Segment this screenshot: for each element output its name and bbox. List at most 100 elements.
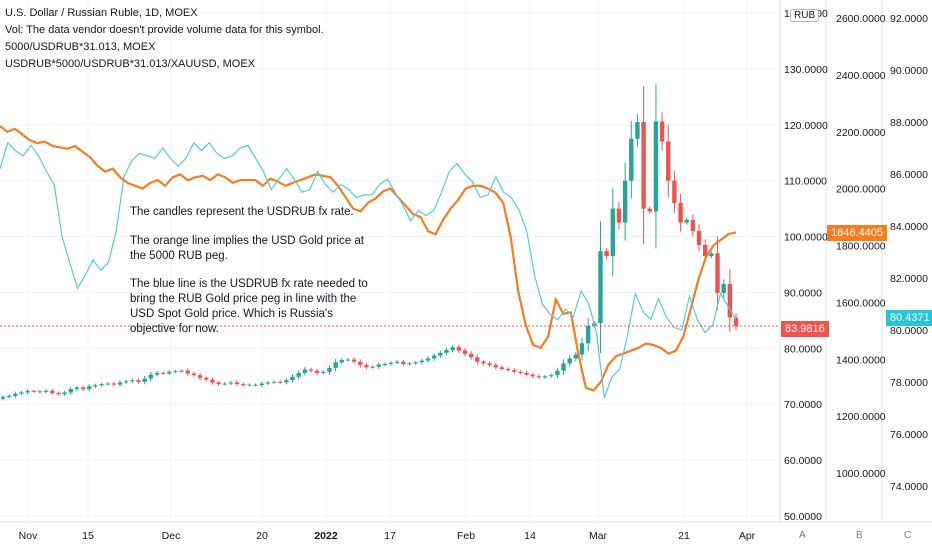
grid xyxy=(0,0,780,522)
candle-body xyxy=(505,369,511,371)
candle-body xyxy=(173,371,178,373)
candle-body xyxy=(339,360,344,363)
orange-line xyxy=(0,125,737,392)
candle-body xyxy=(296,372,301,377)
axis-b-tick: 1400.0000 xyxy=(836,354,886,366)
candle-body xyxy=(561,363,566,371)
candle-body xyxy=(234,382,240,385)
candle-body xyxy=(136,380,141,382)
axis-a-tick: 110.0000 xyxy=(784,176,827,188)
blue-line xyxy=(0,141,737,398)
axis-a-tick: 80.0000 xyxy=(784,343,822,355)
candle-body xyxy=(727,284,733,318)
candle-body xyxy=(123,381,129,383)
candle-body xyxy=(585,325,591,344)
candle-body xyxy=(468,353,474,358)
axis-b-tick: 1000.0000 xyxy=(836,468,886,480)
candles xyxy=(0,84,739,401)
candle-body xyxy=(80,387,86,390)
candle-body xyxy=(715,253,720,294)
axis-a-tick: 130.0000 xyxy=(784,64,828,76)
candle-last-price-badge: 83.9816 xyxy=(781,321,829,337)
candle-body xyxy=(659,121,665,142)
candle-body xyxy=(62,392,67,395)
axis-a-tick: 90.0000 xyxy=(784,287,822,299)
axis-b-tick: 1800.0000 xyxy=(836,241,886,253)
legend: U.S. Dollar / Russian Ruble, 1D, MOEX Vo… xyxy=(5,5,324,73)
candle-body xyxy=(629,138,634,181)
legend-symbol[interactable]: U.S. Dollar / Russian Ruble, 1D, MOEX xyxy=(5,7,198,19)
axis-c-label[interactable]: C xyxy=(904,530,912,541)
legend-series-blue[interactable]: USDRUB*5000/USDRUB*31.013/XAUUSD, MOEX xyxy=(5,58,256,70)
candle-body xyxy=(604,251,609,257)
axis-b-tick: 1200.0000 xyxy=(836,411,886,423)
candle-body xyxy=(68,389,73,393)
axis-c-tick: 92.0000 xyxy=(890,13,928,25)
candle-body xyxy=(31,390,36,392)
candle-body xyxy=(253,384,258,386)
candle-body xyxy=(290,376,295,381)
candle-body xyxy=(93,385,98,387)
candle-body xyxy=(370,366,375,368)
candle-body xyxy=(616,208,622,223)
candle-body xyxy=(456,347,462,351)
candle-body xyxy=(431,355,437,359)
candle-body xyxy=(167,371,172,374)
candle-body xyxy=(438,352,443,356)
candle-body xyxy=(419,360,425,363)
candle-body xyxy=(376,364,381,367)
candle-body xyxy=(271,381,277,383)
rub-unit-tag[interactable]: RUB xyxy=(790,9,820,22)
orange-last-value-badge: 1846.4405 xyxy=(827,225,887,241)
candle-body xyxy=(555,370,560,376)
candle-body xyxy=(284,380,289,383)
candle-body xyxy=(364,365,369,368)
candle-body xyxy=(50,390,55,394)
axis-b-label[interactable]: B xyxy=(856,530,863,541)
candle-body xyxy=(259,383,264,386)
candle-body xyxy=(197,375,203,378)
x-axis-tick: Dec xyxy=(162,530,181,542)
candle-body xyxy=(0,396,6,399)
axis-c-tick: 86.0000 xyxy=(890,169,928,181)
candle-body xyxy=(382,363,388,365)
candle-body xyxy=(425,358,431,361)
note-orange: The orange line implies the USD Gold pri… xyxy=(130,235,364,262)
legend-volume: Vol: The data vendor doesn't provide vol… xyxy=(5,24,324,36)
candle-body xyxy=(666,141,671,181)
axis-c-tick: 90.0000 xyxy=(890,65,928,77)
candle-body xyxy=(25,390,30,393)
axis-a-tick: 50.0000 xyxy=(784,511,822,523)
candle-body xyxy=(87,386,92,390)
blue-last-value-badge: 80.4371 xyxy=(886,310,932,326)
candle-body xyxy=(573,354,579,359)
candle-body xyxy=(567,358,572,364)
axis-c-tick: 84.0000 xyxy=(890,221,928,233)
candle-body xyxy=(653,121,659,212)
candle-body xyxy=(111,383,117,385)
candle-body xyxy=(475,357,480,362)
candle-body xyxy=(672,180,677,204)
candle-body xyxy=(610,208,616,257)
candle-body xyxy=(536,376,542,378)
candle-body xyxy=(696,230,702,245)
candle-body xyxy=(99,384,104,386)
axis-a-label[interactable]: A xyxy=(799,530,806,541)
axis-b-tick: 2400.0000 xyxy=(836,70,886,82)
candle-body xyxy=(19,392,24,394)
candle-body xyxy=(179,370,184,372)
candle-body xyxy=(302,369,308,373)
x-axis-tick: 15 xyxy=(82,530,94,542)
candle-body xyxy=(37,391,43,393)
x-axis-tick: 21 xyxy=(678,530,690,542)
candle-body xyxy=(6,395,12,397)
candle-body xyxy=(733,317,739,326)
candle-body xyxy=(395,361,400,363)
axis-c-tick: 82.0000 xyxy=(890,273,928,285)
candle-body xyxy=(444,350,449,353)
legend-series-orange[interactable]: 5000/USDRUB*31.013, MOEX xyxy=(5,41,156,53)
axis-b-tick: 2000.0000 xyxy=(836,184,886,196)
candle-body xyxy=(345,359,351,361)
candle-body xyxy=(493,365,498,368)
candle-body xyxy=(678,203,683,223)
